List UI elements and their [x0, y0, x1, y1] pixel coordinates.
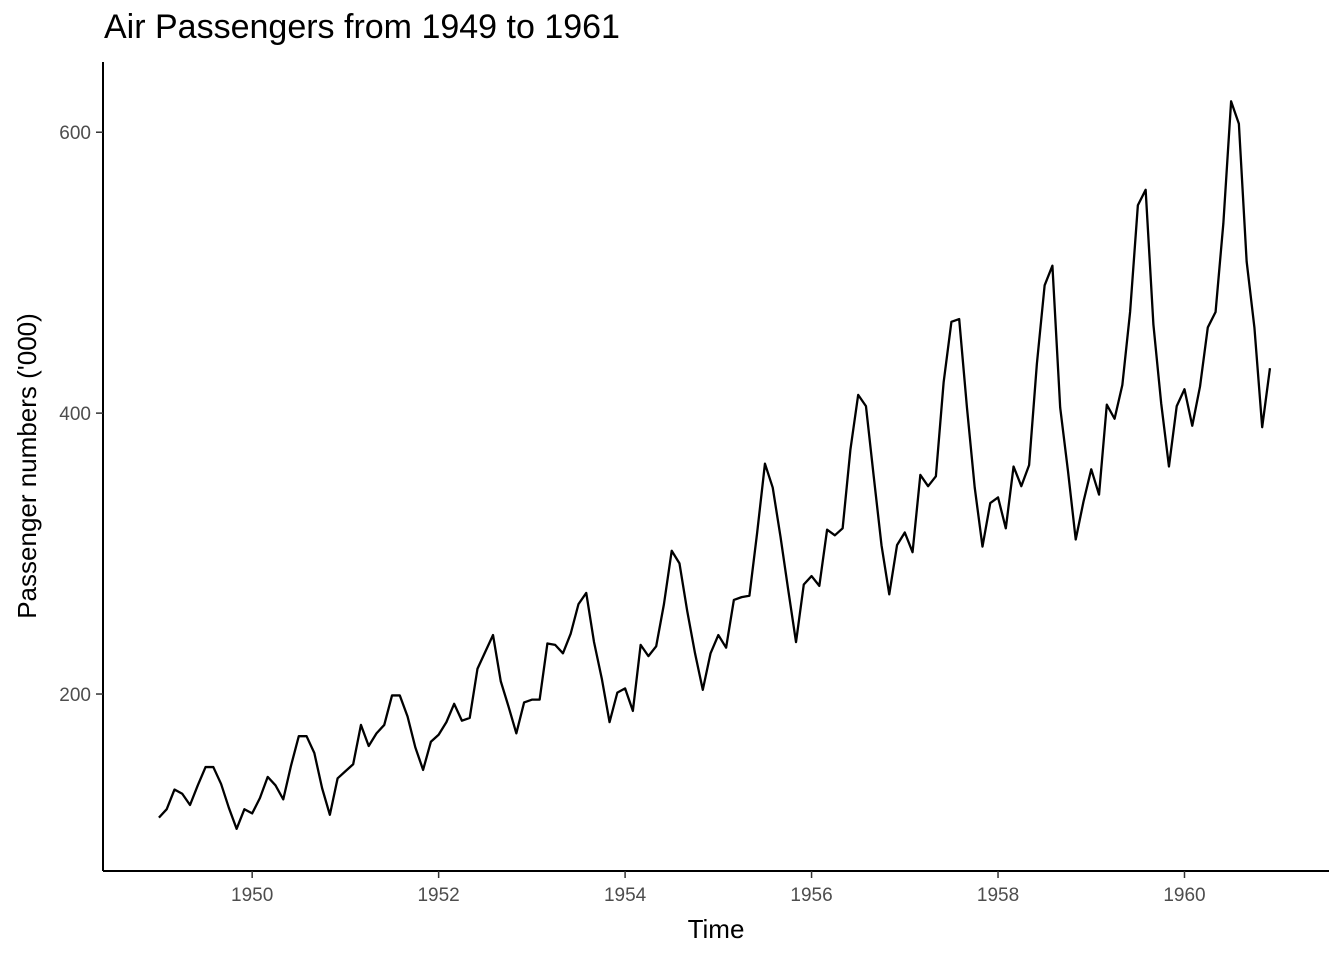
chart-title: Air Passengers from 1949 to 1961	[104, 8, 620, 46]
x-axis: 1950 1952 1954 1956 1958 1960	[103, 870, 1329, 906]
series-line	[158, 100, 1272, 831]
y-tick-label: 600	[59, 123, 91, 144]
y-tick-label: 400	[59, 404, 91, 425]
y-tick-label: 200	[59, 685, 91, 706]
y-axis: 200 400 600	[59, 62, 104, 871]
x-tick-label: 1956	[790, 885, 832, 906]
x-tick-label: 1952	[417, 885, 459, 906]
y-axis-title: Passenger numbers ('000)	[12, 313, 42, 619]
x-tick-label: 1960	[1163, 885, 1205, 906]
series-group	[158, 100, 1272, 831]
x-tick-label: 1950	[231, 885, 273, 906]
x-tick-label: 1954	[604, 885, 647, 906]
x-tick-label: 1958	[977, 885, 1019, 906]
x-axis-title: Time	[688, 914, 745, 944]
